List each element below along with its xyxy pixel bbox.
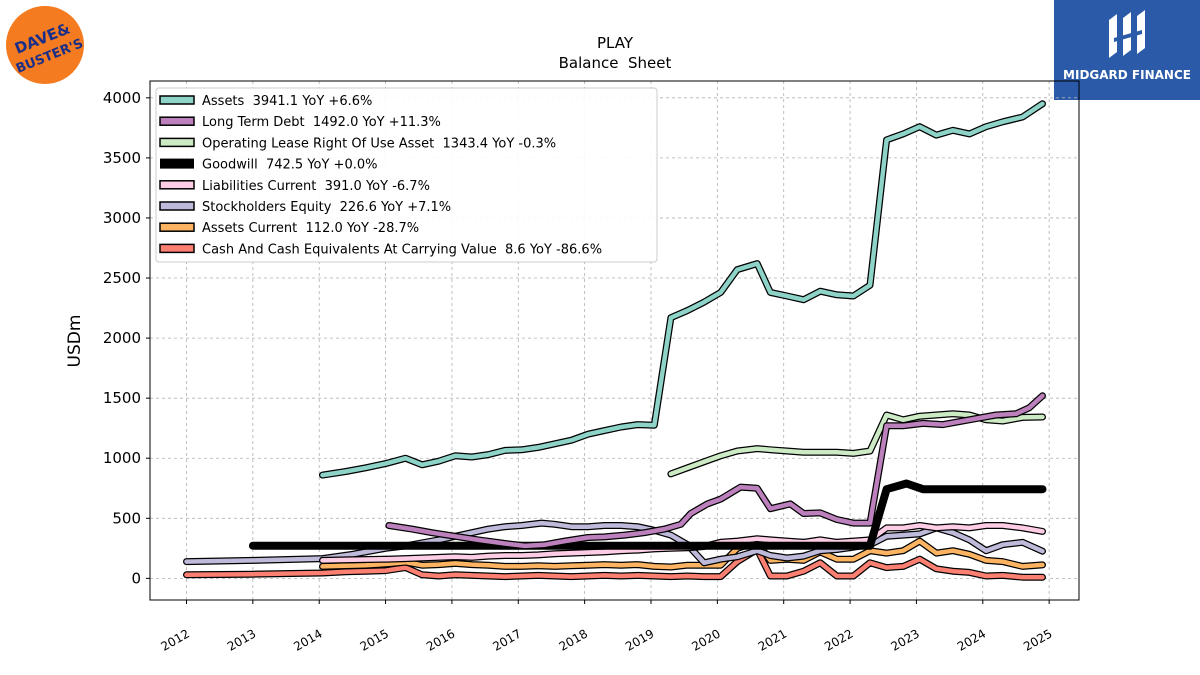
x-tick-label: 2014: [291, 626, 324, 653]
midgard-finance-logo: MIDGARD FINANCE: [1054, 0, 1200, 100]
x-tick-label: 2015: [358, 626, 391, 653]
chart-subtitle: Balance Sheet: [559, 54, 672, 72]
legend-label: Goodwill 742.5 YoY +0.0%: [202, 158, 377, 173]
series-cash-and-cash-equivalents-at-carrying-value: [183, 546, 1046, 581]
x-tick-label: 2012: [159, 626, 192, 653]
series-operating-lease-right-of-use-asset: [667, 410, 1046, 478]
series-goodwill: [248, 479, 1047, 550]
legend-item: Assets 3941.1 YoY +6.6%: [159, 94, 372, 109]
x-tick-label: 2018: [557, 626, 590, 653]
series-layer: [183, 100, 1047, 581]
y-tick-label: 2000: [103, 329, 141, 347]
x-tick-label: 2023: [888, 626, 921, 653]
series-long-term-debt: [385, 392, 1046, 550]
y-tick-label: 3500: [103, 149, 141, 167]
legend-box: [155, 87, 658, 263]
legend-label: Operating Lease Right Of Use Asset 1343.…: [202, 136, 556, 151]
y-tick-label: 500: [112, 509, 141, 527]
legend-item: Stockholders Equity 226.6 YoY +7.1%: [159, 200, 451, 215]
legend-item: Long Term Debt 1492.0 YoY +11.3%: [159, 115, 441, 130]
x-tick-label: 2019: [623, 626, 656, 653]
legend-label: Liabilities Current 391.0 YoY -6.7%: [202, 179, 430, 194]
x-tick-label: 2016: [424, 626, 457, 653]
series-line: [386, 393, 1045, 549]
legend-swatch: [159, 95, 195, 105]
x-tick-label: 2017: [490, 626, 523, 653]
series-line: [320, 101, 1045, 478]
y-axis-label: USDm: [65, 315, 85, 368]
y-tick-label: 3000: [103, 209, 141, 227]
y-tick-label: 1000: [103, 449, 141, 467]
legend: Assets 3941.1 YoY +6.6% Long Term Debt 14…: [155, 87, 658, 263]
legend-swatch: [159, 222, 195, 232]
legend-swatch: [159, 116, 195, 126]
legend-label: Assets 3941.1 YoY +6.6%: [202, 94, 372, 109]
dave-busters-logo: DAVE& BUSTER'S: [5, 5, 85, 85]
series-line: [184, 547, 1045, 580]
x-tick-label: 2024: [955, 626, 988, 653]
series-outline: [385, 392, 1046, 550]
y-tick-label: 2500: [103, 269, 141, 287]
series-line: [320, 538, 1045, 570]
legend-item: Operating Lease Right Of Use Asset 1343.…: [159, 136, 556, 151]
x-tick-label: 2021: [756, 626, 789, 653]
legend-item: Cash And Cash Equivalents At Carrying Va…: [159, 242, 602, 257]
y-tick-label: 4000: [103, 89, 141, 107]
series-assets-current: [319, 537, 1046, 571]
plot-frame: [149, 80, 1080, 601]
legend-swatch: [159, 180, 195, 190]
series-assets: [319, 100, 1046, 479]
series-stockholders-equity: [183, 519, 1046, 567]
legend-item: Liabilities Current 391.0 YoY -6.7%: [159, 179, 430, 194]
legend-label: Long Term Debt 1492.0 YoY +11.3%: [202, 115, 441, 130]
legend-label: Stockholders Equity 226.6 YoY +7.1%: [202, 200, 451, 215]
chart-title: PLAY: [597, 34, 634, 52]
x-tick-label: 2020: [689, 626, 722, 653]
legend-swatch: [159, 243, 195, 254]
legend-swatch: [159, 137, 195, 148]
x-tick-label: 2022: [822, 626, 855, 653]
y-tick-label: 0: [131, 569, 141, 587]
x-tick-label: 2013: [225, 626, 258, 653]
legend-label: Assets Current 112.0 YoY -28.7%: [202, 221, 419, 236]
x-tick-label: 2025: [1021, 626, 1054, 653]
legend-swatch: [160, 158, 194, 169]
legend-label: Cash And Cash Equivalents At Carrying Va…: [202, 242, 602, 257]
legend-swatch: [159, 201, 195, 211]
midgard-emblem-icon: [1109, 10, 1145, 58]
legend-item: Goodwill 742.5 YoY +0.0%: [160, 158, 377, 173]
midgard-finance-wordmark: MIDGARD FINANCE: [1063, 68, 1191, 82]
series-line: [248, 479, 1047, 550]
series-outline: [667, 410, 1046, 478]
y-tick-label: 1500: [103, 389, 141, 407]
series-line: [184, 520, 1045, 566]
legend-item: Assets Current 112.0 YoY -28.7%: [159, 221, 419, 236]
